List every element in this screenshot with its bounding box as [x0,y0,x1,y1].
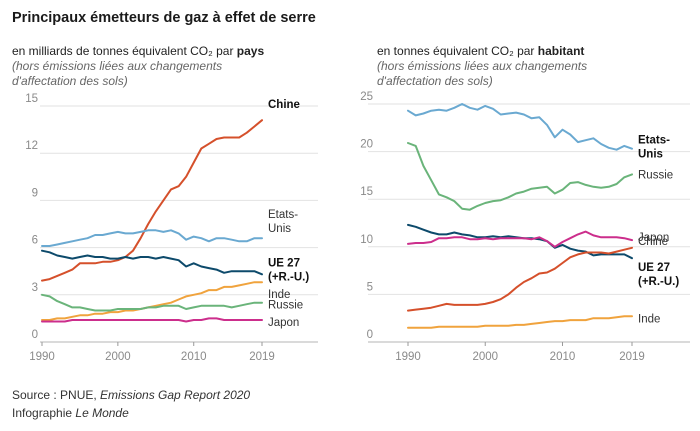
right-series-line-chine [407,246,633,312]
right-x-tick-2000: 2000 [472,351,498,363]
right-series-label-japon: Japon [638,232,669,244]
right-series-label-inde: Inde [638,313,660,325]
source-line: Source : PNUE, Emissions Gap Report 2020 [12,388,250,402]
left-series-line-japon [41,317,263,323]
left-line-chart: 0 3 6 9 12 15 1990 2000 2010 2019 Chine Etats-Unis U… [25,93,318,363]
left-x-tick-1990: 1990 [29,351,55,363]
credit-name: Le Monde [75,406,129,420]
left-series-line-chine [41,119,263,282]
right-series-line-russie [407,142,633,211]
right-series-line-etats-unis [407,103,633,151]
right-x-tick-1990: 1990 [395,351,421,363]
left-x-tick-2019: 2019 [249,351,275,363]
left-series-label-japon: Japon [268,317,299,329]
left-series-line-inde [41,281,263,321]
right-series-line-japon [407,230,633,248]
left-series-line-russie [41,293,263,312]
right-subtitle-note: (hors émissions liées aux changements d'… [377,59,588,88]
left-subtitle-prefix: en milliards de tonnes équivalent CO₂ pa… [12,44,237,58]
left-y-tick-12: 12 [25,140,38,152]
left-series-label-chine: Chine [268,99,300,111]
right-y-tick-20: 20 [360,139,373,151]
source-report-title: Emissions Gap Report 2020 [100,388,251,402]
right-subtitle-prefix: en tonnes équivalent CO₂ par [377,44,538,58]
right-subtitle: en tonnes équivalent CO₂ par habitant (h… [377,44,677,89]
left-x-tick-2010: 2010 [181,351,207,363]
left-series-label-russie: Russie [268,300,303,312]
right-subtitle-bold: habitant [537,44,585,58]
right-y-tick-15: 15 [360,186,373,198]
right-series-label-etats-unis: Etats-Unis [638,135,670,161]
right-y-tick-25: 25 [360,91,373,103]
right-y-tick-5: 5 [367,281,373,293]
credit-line: Infographie Le Monde [12,406,129,420]
left-subtitle-bold: pays [236,44,265,58]
left-y-tick-6: 6 [32,235,38,247]
right-line-chart: 0 5 10 15 20 25 1990 2000 2010 2019 Etats-Unis Russ… [360,91,690,363]
chart-title: Principaux émetteurs de gaz à effet de s… [12,10,316,26]
right-series-label-russie: Russie [638,169,673,181]
right-series-label-chine: Chine [638,236,668,248]
left-series-line-ue-27-r-u [41,249,263,276]
left-series-label-inde: Inde [268,289,290,301]
left-subtitle-note: (hors émissions liées aux changements d'… [12,59,223,88]
left-series-label-etats-unis: Etats-Unis [268,209,298,235]
right-y-tick-10: 10 [360,234,373,246]
right-series-label-ue-27-r-u: UE 27 (+R.-U.) [638,262,679,288]
credit-prefix: Infographie [12,406,76,420]
left-series-label-ue-27-r-u: UE 27 (+R.-U.) [268,257,309,283]
right-series-line-inde [407,315,633,329]
left-subtitle: en milliards de tonnes équivalent CO₂ pa… [12,44,312,89]
right-x-tick-2010: 2010 [550,351,576,363]
source-prefix: Source : PNUE, [12,388,101,402]
left-series-line-etats-unis [41,229,263,247]
left-y-tick-3: 3 [32,282,38,294]
left-y-tick-0: 0 [32,329,38,341]
right-x-tick-2019: 2019 [619,351,645,363]
left-y-tick-15: 15 [25,93,38,105]
right-y-tick-0: 0 [367,329,373,341]
left-x-tick-2000: 2000 [105,351,131,363]
left-y-tick-9: 9 [32,187,38,199]
